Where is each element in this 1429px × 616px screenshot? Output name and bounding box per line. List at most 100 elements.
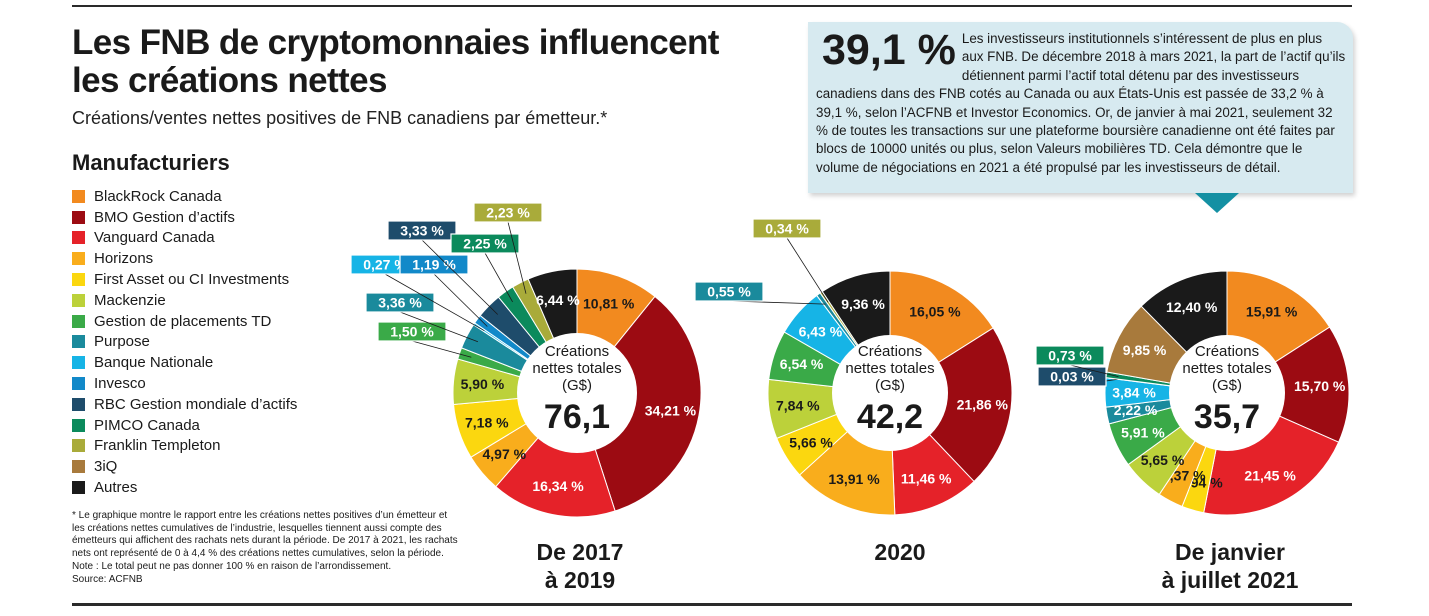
slice-label: 7,18 % xyxy=(465,415,509,431)
label-box xyxy=(752,218,822,239)
legend-label: BMO Gestion d’actifs xyxy=(94,208,235,226)
legend-label: Banque Nationale xyxy=(94,354,214,372)
footnote-line: nets ont représenté de 0 à 4,4 % des cré… xyxy=(72,548,444,560)
legend-swatch xyxy=(72,335,85,349)
slice-label: 4,97 % xyxy=(483,446,527,462)
legend-item: First Asset ou CI Investments xyxy=(72,269,352,290)
label-box xyxy=(473,202,543,223)
footnote-line: Note : Le total peut ne pas donner 100 %… xyxy=(72,560,392,572)
leader-line xyxy=(411,340,472,358)
callout-text: 39,1 % Les investisseurs institutionnels … xyxy=(816,26,1346,177)
slice-label: 3,84 % xyxy=(1112,385,1156,401)
slice-label: 9,36 % xyxy=(841,296,885,312)
legend-item: RBC Gestion mondiale d’actifs xyxy=(72,394,352,415)
legend-label: Autres xyxy=(94,479,138,497)
pie-slice xyxy=(576,295,702,512)
center-caption: nettes totales xyxy=(532,360,621,377)
label-box xyxy=(450,233,520,254)
slice-label: 21,86 % xyxy=(957,397,1009,413)
slice-label: 15,70 % xyxy=(1294,378,1346,394)
period-line: 2020 xyxy=(874,539,926,565)
leader-line xyxy=(384,273,485,332)
legend-swatch xyxy=(72,356,85,370)
leader-line xyxy=(433,273,488,327)
slice-label: 12,40 % xyxy=(1166,299,1218,315)
donut-chart: 10,81 % 34,21 % 16,34 % 4,97 % 7,18 % 5,90 % 1… xyxy=(350,202,702,518)
footnote-line: Source: ACFNB xyxy=(72,573,143,585)
chart-subtitle: Créations/ventes nettes positives de FNB… xyxy=(72,108,608,128)
slice-label: 21,45 % xyxy=(1244,467,1296,483)
slice-label: 0,27 % xyxy=(363,257,407,273)
callout-paragraph: Les investisseurs institutionnels s’inté… xyxy=(816,31,1346,175)
slice-label: 0,73 % xyxy=(1048,348,1092,364)
donut-hole xyxy=(832,335,948,451)
legend-swatch xyxy=(72,481,85,495)
legend-label: BlackRock Canada xyxy=(94,187,222,205)
chart-title: Les FNB de cryptomonnaies influencent le… xyxy=(72,23,719,100)
legend-item: Purpose xyxy=(72,332,352,353)
slice-label: 11,46 % xyxy=(901,471,952,487)
label-box xyxy=(399,254,469,275)
legend-item: Vanguard Canada xyxy=(72,228,352,249)
footnote-line: émetteurs qui affichent des rachats nets… xyxy=(72,535,458,547)
legend-swatch xyxy=(72,210,85,224)
slice-label: 3,33 % xyxy=(400,223,444,239)
center-caption: (G$) xyxy=(875,377,905,394)
slice-label: 0,55 % xyxy=(707,284,751,300)
slice-label: 16,34 % xyxy=(532,478,584,494)
legend-label: PIMCO Canada xyxy=(94,416,200,434)
leader-line xyxy=(507,221,527,294)
slice-label: 5,65 % xyxy=(1141,452,1185,468)
legend-item: Banque Nationale xyxy=(72,352,352,373)
slice-label: 3,36 % xyxy=(378,295,422,311)
donut-chart: 15,91 %15,70 %21,45 %2,94 %3,37 %5,65 %5… xyxy=(1035,270,1350,516)
center-caption: Créations xyxy=(1195,343,1259,360)
leader-line xyxy=(484,252,513,303)
legend-label: Invesco xyxy=(94,375,146,393)
period-label-2017-2019: De 2017 à 2019 xyxy=(505,538,655,594)
center-total: 42,2 xyxy=(857,398,923,436)
slice-label: 0,34 % xyxy=(765,221,809,237)
callout-box xyxy=(808,22,1353,193)
legend-label: RBC Gestion mondiale d’actifs xyxy=(94,395,298,413)
period-label-2020: 2020 xyxy=(835,538,965,566)
legend-label: Mackenzie xyxy=(94,291,166,309)
bottom-rule xyxy=(72,603,1352,606)
slice-label: 15,91 % xyxy=(1246,303,1298,319)
leader-line xyxy=(399,311,479,343)
legend-label: Horizons xyxy=(94,250,154,268)
legend-title: Manufacturiers xyxy=(72,150,230,175)
slice-label: 1,19 % xyxy=(412,257,456,273)
legend-swatch xyxy=(72,189,85,203)
pie-slice xyxy=(889,327,1013,483)
label-box xyxy=(387,220,457,241)
center-total: 35,7 xyxy=(1194,398,1260,436)
center-caption: nettes totales xyxy=(1182,360,1271,377)
pie-slice xyxy=(1225,326,1350,443)
legend-label: Gestion de placements TD xyxy=(94,312,272,330)
label-box xyxy=(377,321,447,342)
slice-label: 34,21 % xyxy=(645,402,697,418)
callout-stat: 39,1 % xyxy=(822,26,956,74)
legend-item: Autres xyxy=(72,477,352,498)
slice-label: 2,23 % xyxy=(486,205,530,221)
footnote-line: * Le graphique montre le rapport entre l… xyxy=(72,510,448,521)
slice-label: 10,81 % xyxy=(583,295,635,311)
label-box xyxy=(365,292,435,313)
slice-label: 5,91 % xyxy=(1121,425,1165,441)
donut-chart: 16,05 % 21,86 % 11,46 % 13,91 % 5,66 % 7,84 %… xyxy=(694,218,1013,516)
legend-item: 3iQ xyxy=(72,456,352,477)
period-line: De janvier xyxy=(1175,539,1285,565)
legend-label: First Asset ou CI Investments xyxy=(94,271,290,289)
legend-label: 3iQ xyxy=(94,458,118,476)
slice-label: 6,44 % xyxy=(536,292,580,308)
legend-swatch xyxy=(72,293,85,307)
leader-line xyxy=(421,239,498,315)
slice-label: 16,05 % xyxy=(909,304,961,320)
slice-label: 6,43 % xyxy=(799,323,843,339)
legend-label: Vanguard Canada xyxy=(94,229,215,247)
leader-line xyxy=(1069,364,1119,377)
legend-swatch xyxy=(72,418,85,432)
slice-label: 5,66 % xyxy=(789,434,833,450)
center-caption: (G$) xyxy=(562,377,592,394)
